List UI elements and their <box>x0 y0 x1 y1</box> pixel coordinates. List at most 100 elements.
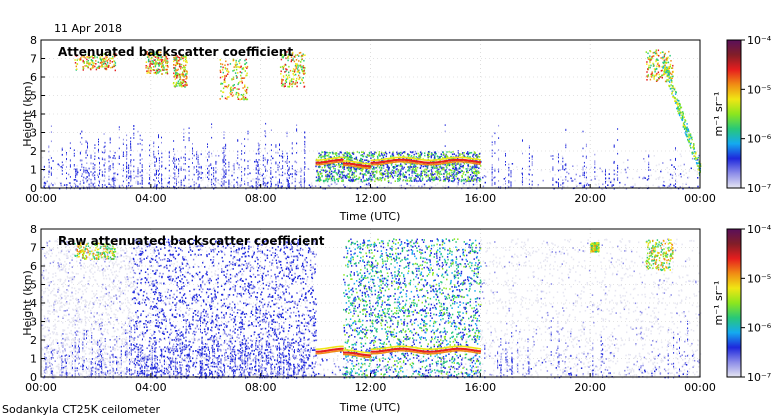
backscatter-pixel <box>563 168 566 171</box>
backscatter-pixel <box>333 177 335 180</box>
backscatter-pixel <box>69 176 71 178</box>
backscatter-pixel <box>197 177 199 179</box>
backscatter-pixel <box>289 186 291 188</box>
backscatter-pixel <box>104 158 106 161</box>
backscatter-pixel <box>427 152 429 154</box>
backscatter-pixel <box>157 57 160 59</box>
backscatter-pixel <box>74 62 77 64</box>
backscatter-pixel <box>198 186 200 189</box>
backscatter-pixel <box>680 112 682 115</box>
backscatter-pixel <box>197 161 199 163</box>
backscatter-pixel <box>669 81 671 83</box>
backscatter-pixel <box>461 183 463 186</box>
backscatter-pixel <box>326 174 329 176</box>
backscatter-pixel <box>622 186 624 188</box>
backscatter-pixel <box>670 187 673 190</box>
backscatter-pixel <box>290 80 293 83</box>
backscatter-pixel <box>694 151 696 153</box>
backscatter-pixel <box>242 77 244 79</box>
backscatter-pixel <box>682 116 684 118</box>
backscatter-pixel <box>388 151 391 154</box>
backscatter-pixel <box>84 169 87 172</box>
backscatter-pixel <box>465 181 467 183</box>
backscatter-pixel <box>304 54 306 56</box>
backscatter-pixel <box>265 132 267 134</box>
backscatter-pixel <box>80 57 82 59</box>
backscatter-pixel <box>158 165 160 167</box>
backscatter-pixel <box>338 169 340 171</box>
backscatter-pixel <box>329 152 331 154</box>
backscatter-pixel <box>566 171 568 174</box>
backscatter-pixel <box>286 135 288 138</box>
backscatter-pixel <box>145 67 147 69</box>
backscatter-pixel <box>215 154 217 157</box>
backscatter-pixel <box>215 177 217 180</box>
backscatter-pixel <box>328 175 330 178</box>
backscatter-pixel <box>286 51 288 53</box>
backscatter-pixel <box>141 179 143 181</box>
backscatter-pixel <box>665 61 667 64</box>
backscatter-pixel <box>302 178 304 181</box>
backscatter-pixel <box>433 156 436 159</box>
backscatter-pixel <box>331 179 333 182</box>
backscatter-pixel <box>528 157 530 159</box>
backscatter-pixel <box>235 159 238 162</box>
backscatter-pixel <box>646 61 648 63</box>
backscatter-pixel <box>242 67 244 69</box>
backscatter-pixel <box>605 169 606 171</box>
backscatter-pixel <box>155 72 158 75</box>
backscatter-pixel <box>244 145 246 147</box>
backscatter-pixel <box>558 185 559 188</box>
backscatter-pixel <box>185 64 187 67</box>
backscatter-pixel <box>108 175 110 178</box>
backscatter-pixel <box>87 143 88 146</box>
backscatter-pixel <box>80 58 82 60</box>
backscatter-pixel <box>475 172 478 174</box>
backscatter-pixel <box>337 178 339 180</box>
backscatter-pixel <box>204 185 207 188</box>
backscatter-pixel <box>161 165 163 168</box>
backscatter-pixel <box>369 184 371 187</box>
backscatter-pixel <box>681 119 684 122</box>
backscatter-pixel <box>374 183 376 186</box>
backscatter-pixel <box>350 179 352 181</box>
backscatter-pixel <box>153 145 155 148</box>
backscatter-pixel <box>193 166 195 168</box>
backscatter-pixel <box>178 170 180 172</box>
backscatter-pixel <box>287 184 288 187</box>
backscatter-pixel <box>329 176 331 178</box>
backscatter-pixel <box>653 76 655 79</box>
backscatter-pixel <box>245 98 247 101</box>
backscatter-pixel <box>76 164 78 167</box>
backscatter-pixel <box>682 183 684 185</box>
backscatter-pixel <box>181 74 183 76</box>
backscatter-pixel <box>104 151 106 153</box>
backscatter-pixel <box>79 169 81 171</box>
backscatter-pixel <box>318 184 320 186</box>
backscatter-pixel <box>671 79 673 82</box>
backscatter-pixel <box>116 173 119 176</box>
backscatter-pixel <box>565 163 567 165</box>
backscatter-pixel <box>473 175 476 178</box>
backscatter-pixel <box>522 181 523 184</box>
backscatter-pixel <box>106 65 109 68</box>
backscatter-pixel <box>61 149 63 151</box>
backscatter-pixel <box>281 54 284 56</box>
backscatter-pixel <box>164 68 166 71</box>
backscatter-pixel <box>133 177 135 179</box>
backscatter-pixel <box>183 76 185 78</box>
backscatter-pixel <box>262 180 264 183</box>
backscatter-pixel <box>43 176 45 178</box>
backscatter-pixel <box>663 60 666 62</box>
backscatter-pixel <box>394 174 396 177</box>
backscatter-pixel <box>126 161 128 164</box>
backscatter-pixel <box>67 173 70 176</box>
backscatter-pixel <box>50 171 52 174</box>
backscatter-pixel <box>52 160 54 162</box>
backscatter-pixel <box>224 67 227 70</box>
backscatter-pixel <box>388 169 390 171</box>
backscatter-pixel <box>674 97 676 99</box>
backscatter-pixel <box>266 182 268 185</box>
backscatter-pixel <box>451 164 453 167</box>
backscatter-pixel <box>103 62 105 65</box>
